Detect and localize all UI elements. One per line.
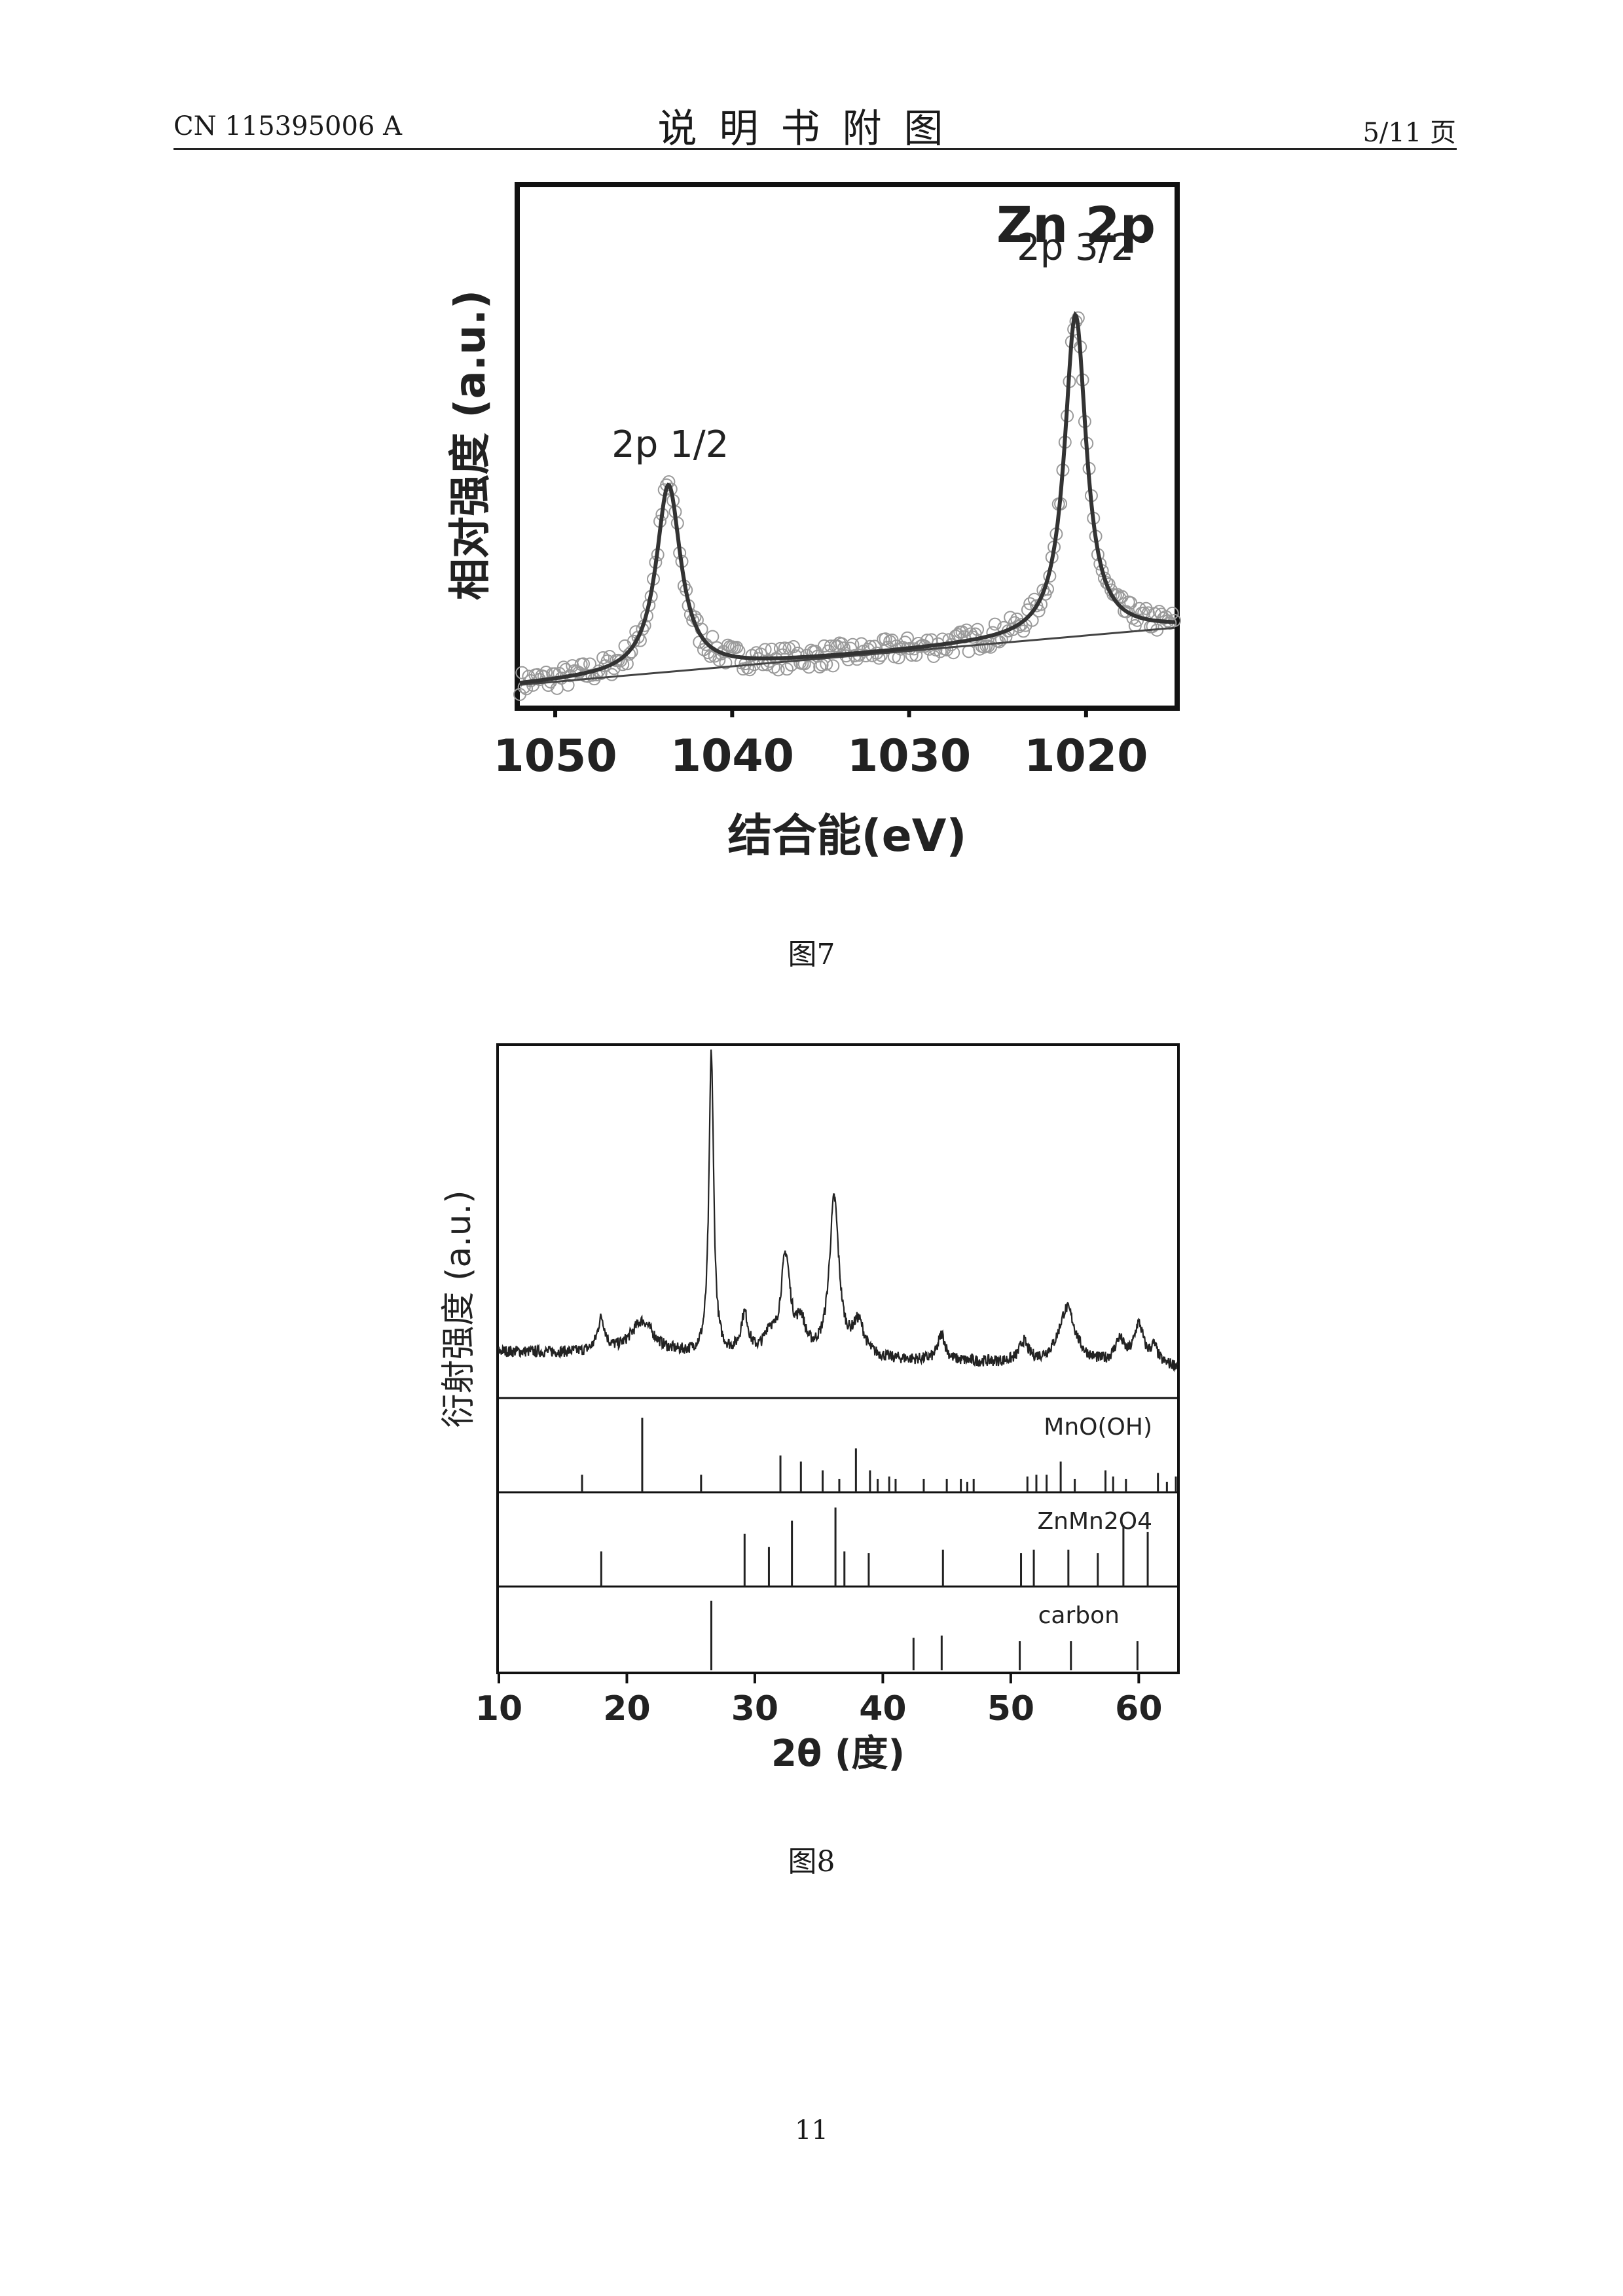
xps-x-tick-label: 1050	[493, 730, 617, 782]
ref-label-carbon: carbon	[1038, 1602, 1120, 1629]
xps-data-point	[561, 678, 575, 692]
page-count: 5/11 页	[1362, 118, 1456, 148]
page-header: CN 115395006 A 说明书附图 5/11 页	[0, 0, 1623, 157]
xps-data-point	[962, 645, 976, 658]
ref-sticks	[710, 1600, 1139, 1670]
xps-data-point	[802, 660, 816, 674]
xps-data-point	[817, 639, 831, 653]
xps-data-point	[596, 651, 610, 664]
xps-data-point	[620, 657, 634, 671]
ref-sticks	[600, 1507, 1149, 1587]
figure-7-caption: 图7	[788, 938, 835, 971]
figure-8: 10 20 30 40 50 60 MnO(OH) ZnMn2O4 carbon 衍射强度…	[419, 1034, 1205, 1787]
xrd-pattern-line	[498, 1049, 1178, 1372]
xps-data-point	[603, 650, 617, 664]
xps-data-point	[927, 649, 941, 663]
xps-chart: 1050 1040 1030 1020 Zn 2p 相对强度 (a.u.) 结合能(e…	[447, 182, 1181, 862]
xps-data-point	[631, 630, 645, 644]
xps-data-point	[773, 641, 787, 655]
figure-8-caption: 图8	[788, 1845, 835, 1878]
xps-x-axis-label: 结合能(eV)	[728, 810, 967, 862]
ref-label-znmn2o4: ZnMn2O4	[1038, 1508, 1153, 1535]
ref-sticks	[581, 1418, 1177, 1492]
xrd-x-tick-label: 10	[475, 1689, 522, 1729]
xrd-x-tick-label: 60	[1115, 1689, 1162, 1729]
figure-7: 1050 1040 1030 1020 Zn 2p 相对强度 (a.u.) 结合能(e…	[419, 170, 1205, 890]
xps-title: Zn 2p	[996, 196, 1156, 254]
xps-peak-label-2p32: 2p 3/2	[1017, 226, 1134, 269]
ref-label-mnooh: MnO(OH)	[1044, 1414, 1152, 1441]
xrd-y-axis-label: 衍射强度 (a.u.)	[439, 1191, 479, 1428]
xps-x-tick-label: 1020	[1024, 730, 1148, 782]
xrd-x-tick-label: 40	[859, 1689, 906, 1729]
xps-data-point	[900, 631, 914, 645]
xps-data-point	[787, 640, 801, 654]
xps-plot-frame	[515, 182, 1180, 711]
xps-data-point	[970, 622, 984, 636]
xps-data-point	[719, 656, 733, 670]
xrd-plot-frame	[496, 1043, 1180, 1674]
xps-data-point	[780, 662, 794, 676]
xps-data-point	[740, 661, 754, 675]
xps-data-point	[988, 617, 1002, 631]
header-rule	[173, 148, 1457, 150]
xps-data-point	[960, 623, 974, 637]
xrd-x-tick-label: 30	[731, 1689, 778, 1729]
xps-data-point	[1017, 624, 1030, 638]
xrd-chart: 10 20 30 40 50 60 MnO(OH) ZnMn2O4 carbon 衍射强度…	[439, 1043, 1180, 1775]
xps-data-point	[1165, 606, 1179, 620]
page-number: 11	[795, 2115, 828, 2145]
xrd-x-tick-label: 50	[987, 1689, 1034, 1729]
xps-fit-curve	[519, 311, 1175, 685]
xps-data-point	[605, 668, 619, 681]
xps-background-line	[519, 626, 1175, 686]
xps-x-tick-label: 1040	[670, 730, 794, 782]
xps-data-point	[712, 653, 726, 667]
xps-data-point	[771, 663, 785, 677]
xrd-x-axis-label: 2θ (度)	[771, 1732, 905, 1775]
header-title: 说明书附图	[657, 106, 966, 152]
xps-data-point	[883, 635, 897, 649]
xps-data-point	[758, 643, 772, 656]
xps-data-point	[515, 666, 529, 679]
xps-data-point	[778, 641, 792, 655]
xps-data-point	[706, 630, 720, 643]
xps-y-axis-label: 相对强度 (a.u.)	[447, 290, 495, 600]
xps-data-point	[826, 659, 840, 673]
xps-x-tick-label: 1030	[847, 730, 971, 782]
patent-number: CN 115395006 A	[173, 111, 402, 141]
xps-peak-label-2p12: 2p 1/2	[611, 423, 729, 466]
xrd-x-tick-label: 20	[603, 1689, 650, 1729]
xps-data-point	[813, 660, 827, 673]
